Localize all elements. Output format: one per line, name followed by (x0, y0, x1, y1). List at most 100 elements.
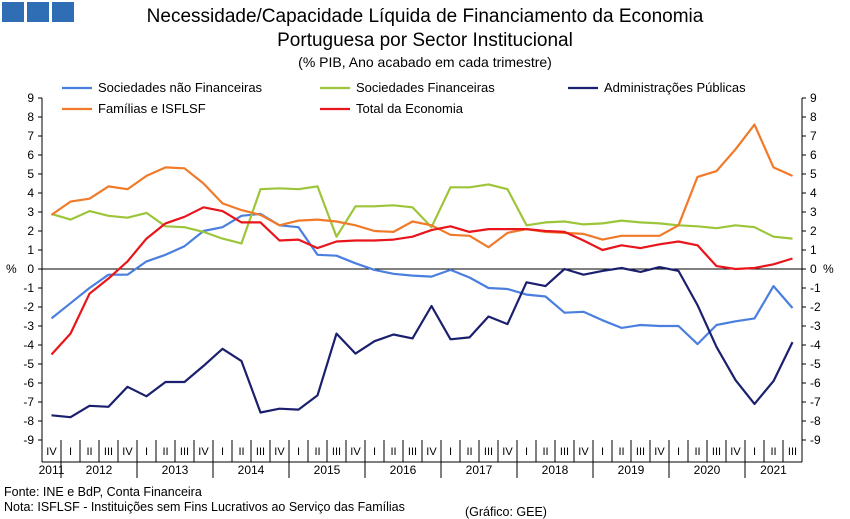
year-label: 2013 (162, 463, 189, 477)
y-tick-label-left: 8 (27, 110, 34, 124)
quarter-label: III (408, 446, 417, 458)
quarter-label: IV (578, 446, 589, 458)
y-tick-label-right: 1 (810, 243, 817, 257)
quarter-label: III (180, 446, 189, 458)
quarter-label: III (560, 446, 569, 458)
quarter-label: I (69, 446, 72, 458)
source-note: Fonte: INE e BdP, Conta Financeira (4, 485, 202, 499)
quarter-label: I (677, 446, 680, 458)
legend-label: Famílias e ISFLSF (98, 101, 206, 116)
logo-square-icon (27, 2, 49, 22)
series-line (51, 266, 794, 419)
y-tick-label-right: -2 (810, 300, 821, 314)
quarter-label: III (332, 446, 341, 458)
quarter-label: II (770, 446, 776, 458)
logo-square-icon (2, 2, 24, 22)
quarter-label: I (601, 446, 604, 458)
quarter-label: II (466, 446, 472, 458)
year-label: 2020 (694, 463, 721, 477)
year-label: 2018 (542, 463, 569, 477)
y-tick-label-right: 6 (810, 148, 817, 162)
quarter-label: II (390, 446, 396, 458)
quarter-label: II (542, 446, 548, 458)
y-tick-label-left: 2 (27, 224, 34, 238)
quarter-label: I (753, 446, 756, 458)
y-tick-label-left: -2 (23, 300, 34, 314)
y-tick-label-right: 7 (810, 129, 817, 143)
quarter-label: IV (350, 446, 361, 458)
quarter-label: II (314, 446, 320, 458)
quarter-label: IV (122, 446, 133, 458)
y-tick-label-left: -1 (23, 281, 34, 295)
y-tick-label-left: -7 (23, 395, 34, 409)
quarter-label: II (618, 446, 624, 458)
series-line (50, 123, 793, 249)
y-tick-label-left: -3 (23, 319, 34, 333)
quarter-label: I (525, 446, 528, 458)
y-tick-label-right: -3 (810, 319, 821, 333)
chart-title-line2: Portuguesa por Sector Institucional (277, 30, 573, 51)
y-tick-label-right: 4 (810, 186, 817, 200)
year-label: 2017 (466, 463, 493, 477)
y-tick-label-right: 3 (810, 205, 817, 219)
y-tick-label-left: -9 (23, 433, 34, 447)
y-tick-label-right: -5 (810, 357, 821, 371)
year-label: 2015 (314, 463, 341, 477)
year-label: 2021 (760, 463, 787, 477)
y-tick-label-left: -4 (23, 338, 34, 352)
y-tick-label-right: 2 (810, 224, 817, 238)
y-tick-label-right: -7 (810, 395, 821, 409)
quarter-label: IV (46, 446, 57, 458)
quarter-label: I (145, 446, 148, 458)
y-tick-label-left: -5 (23, 357, 34, 371)
y-tick-label-left: 9 (27, 91, 34, 105)
quarter-label: IV (274, 446, 285, 458)
y-tick-label-left: 0 (27, 262, 34, 276)
quarter-label: I (221, 446, 224, 458)
y-tick-label-left: 1 (27, 243, 34, 257)
series-line (51, 183, 793, 245)
quarter-label: IV (654, 446, 665, 458)
quarter-label: II (86, 446, 92, 458)
y-tick-label-left: 3 (27, 205, 34, 219)
quarter-label: II (162, 446, 168, 458)
y-tick-label-left: 5 (27, 167, 34, 181)
quarter-label: I (449, 446, 452, 458)
quarter-label: II (694, 446, 700, 458)
abbreviation-note: Nota: ISFLSF - Instituições sem Fins Luc… (4, 500, 405, 514)
y-axis-unit-right: % (823, 262, 834, 276)
quarter-label: II (238, 446, 244, 458)
chart-title-line1: Necessidade/Capacidade Líquida de Financ… (146, 6, 704, 27)
y-tick-label-left: 6 (27, 148, 34, 162)
quarter-label: III (256, 446, 265, 458)
y-tick-label-right: 0 (810, 262, 817, 276)
y-tick-label-right: 5 (810, 167, 817, 181)
chart-subtitle: (% PIB, Ano acabado em cada trimestre) (298, 54, 552, 70)
quarter-label: I (297, 446, 300, 458)
year-label: 2014 (238, 463, 265, 477)
quarter-label: IV (198, 446, 209, 458)
y-tick-label-left: -6 (23, 376, 34, 390)
series-line (50, 212, 794, 346)
legend-label: Sociedades não Financeiras (98, 80, 263, 95)
quarter-label: III (636, 446, 645, 458)
quarter-label: III (712, 446, 721, 458)
y-tick-label-right: -1 (810, 281, 821, 295)
quarter-label: III (104, 446, 113, 458)
gee-logo (2, 2, 74, 22)
series-line (50, 206, 793, 356)
y-tick-label-left: 7 (27, 129, 34, 143)
y-tick-label-right: -4 (810, 338, 821, 352)
year-label: 2016 (390, 463, 417, 477)
year-label: 2019 (618, 463, 645, 477)
logo-square-icon (52, 2, 74, 22)
y-axis-unit-left: % (6, 262, 17, 276)
year-label: 2011 (39, 463, 65, 477)
legend-label: Sociedades Financeiras (356, 80, 495, 95)
quarter-label: IV (502, 446, 513, 458)
quarter-label: IV (730, 446, 741, 458)
quarter-label: I (373, 446, 376, 458)
y-tick-label-left: -8 (23, 414, 34, 428)
y-tick-label-left: 4 (27, 186, 34, 200)
